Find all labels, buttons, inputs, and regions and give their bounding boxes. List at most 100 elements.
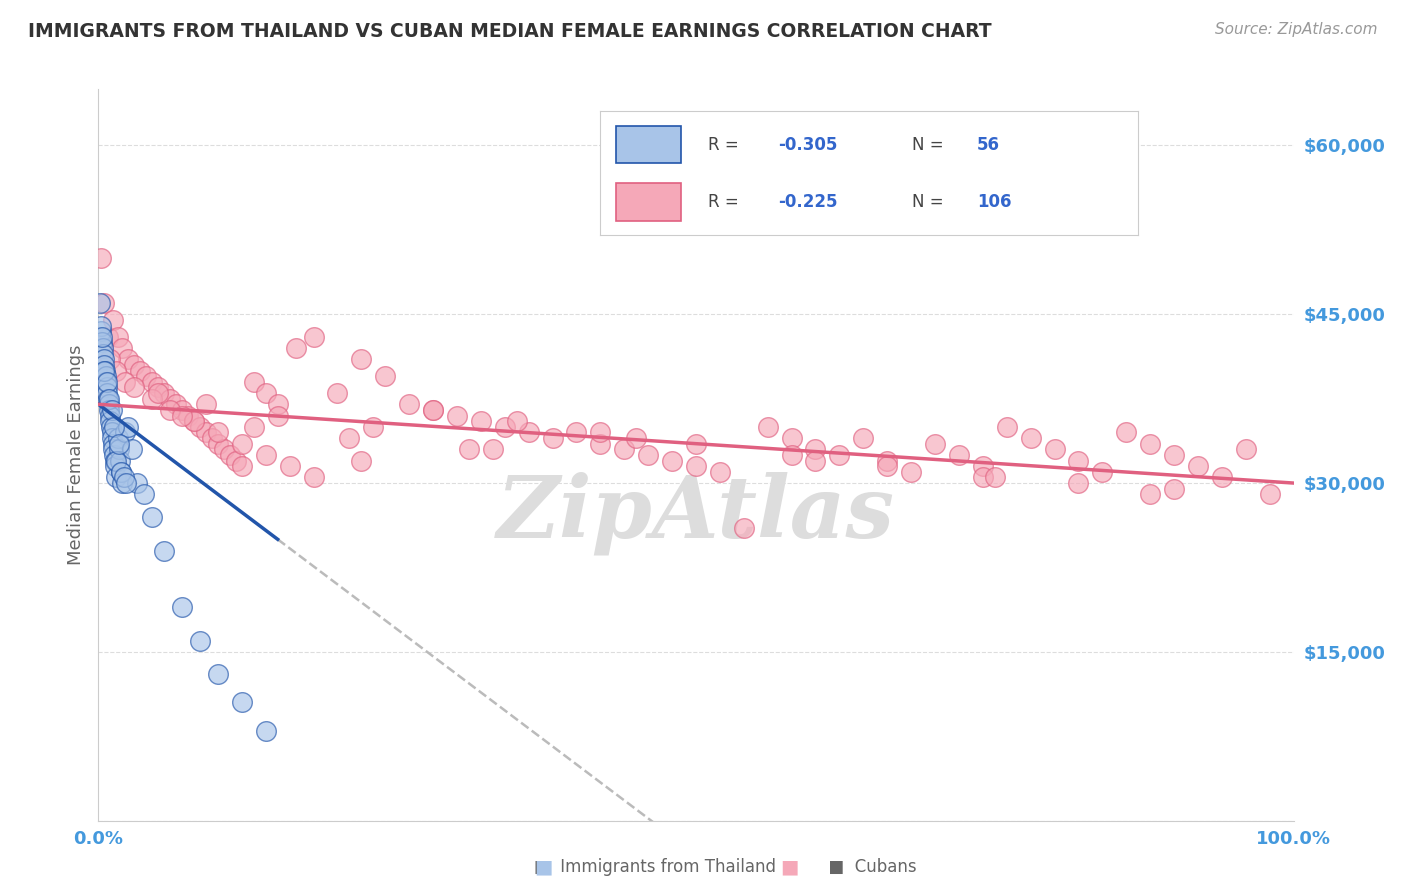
Point (972, 459, 994, 474)
Point (517, 425, 540, 440)
Point (93, 352, 115, 367)
Point (1163, 448, 1185, 462)
Point (302, 330, 325, 344)
Text: ■: ■ (534, 857, 553, 877)
Point (121, 442, 143, 457)
Point (100, 419, 122, 434)
Point (195, 397, 218, 411)
Point (172, 403, 194, 417)
Point (1163, 482, 1185, 496)
Point (177, 409, 200, 423)
Point (254, 448, 277, 462)
Point (1234, 442, 1257, 457)
Text: ZipAtlas: ZipAtlas (496, 472, 896, 555)
Point (132, 487, 155, 501)
Point (284, 341, 307, 355)
Point (1091, 465, 1114, 479)
Point (153, 386, 176, 401)
Point (876, 453, 898, 467)
Point (1067, 476, 1090, 491)
Point (302, 470, 325, 484)
Point (129, 363, 152, 377)
Point (1211, 470, 1233, 484)
Point (124, 358, 146, 372)
Point (96, 380, 118, 394)
Text: IMMIGRANTS FROM THAILAND VS CUBAN MEDIAN FEMALE EARNINGS CORRELATION CHART: IMMIGRANTS FROM THAILAND VS CUBAN MEDIAN… (28, 22, 991, 41)
Point (267, 397, 290, 411)
Point (98, 392, 121, 406)
Point (780, 448, 803, 462)
Point (107, 431, 129, 445)
Point (948, 448, 970, 462)
Point (111, 341, 134, 355)
Point (422, 403, 444, 417)
Point (96, 375, 118, 389)
Point (98, 352, 122, 367)
Point (141, 392, 163, 406)
Point (207, 425, 229, 440)
Point (90, 324, 112, 338)
Point (482, 442, 505, 457)
Point (89, 296, 111, 310)
Point (219, 448, 242, 462)
Point (422, 403, 444, 417)
Point (90, 318, 112, 333)
Point (804, 442, 827, 457)
Text: ■  Immigrants from Thailand          ■  Cubans: ■ Immigrants from Thailand ■ Cubans (534, 858, 917, 876)
Point (267, 409, 290, 423)
Point (105, 363, 128, 377)
Point (103, 442, 125, 457)
Point (207, 667, 229, 681)
Point (103, 448, 125, 462)
Point (93, 358, 115, 372)
Point (98, 414, 122, 428)
Point (172, 409, 194, 423)
Point (446, 409, 468, 423)
Point (91, 335, 114, 350)
Point (254, 386, 277, 401)
Point (470, 414, 492, 428)
Point (97, 330, 120, 344)
Point (589, 436, 612, 450)
Point (243, 375, 266, 389)
Point (141, 375, 163, 389)
Point (278, 459, 301, 474)
Point (110, 465, 132, 479)
Text: ■: ■ (780, 857, 799, 877)
Point (96, 386, 118, 401)
Point (924, 436, 946, 450)
Point (135, 369, 157, 384)
Point (1115, 425, 1137, 440)
Point (231, 696, 253, 710)
Point (107, 442, 129, 457)
Point (494, 419, 516, 434)
Point (105, 470, 128, 484)
Point (96, 375, 118, 389)
Point (104, 459, 127, 474)
Point (91, 330, 114, 344)
Point (637, 448, 659, 462)
Point (541, 431, 564, 445)
Point (756, 419, 779, 434)
Point (1258, 487, 1281, 501)
Point (105, 453, 128, 467)
Point (685, 459, 707, 474)
Point (685, 436, 707, 450)
Point (94, 369, 117, 384)
Point (153, 543, 176, 558)
Point (350, 352, 373, 367)
Point (458, 442, 481, 457)
Point (1139, 487, 1161, 501)
Point (1187, 459, 1209, 474)
Point (98, 409, 121, 423)
Point (339, 431, 361, 445)
Point (254, 723, 277, 738)
Point (172, 599, 194, 614)
Point (350, 453, 373, 467)
Point (111, 476, 134, 491)
Point (201, 431, 224, 445)
Point (183, 414, 205, 428)
Point (876, 459, 898, 474)
Point (225, 453, 247, 467)
Point (114, 375, 136, 389)
